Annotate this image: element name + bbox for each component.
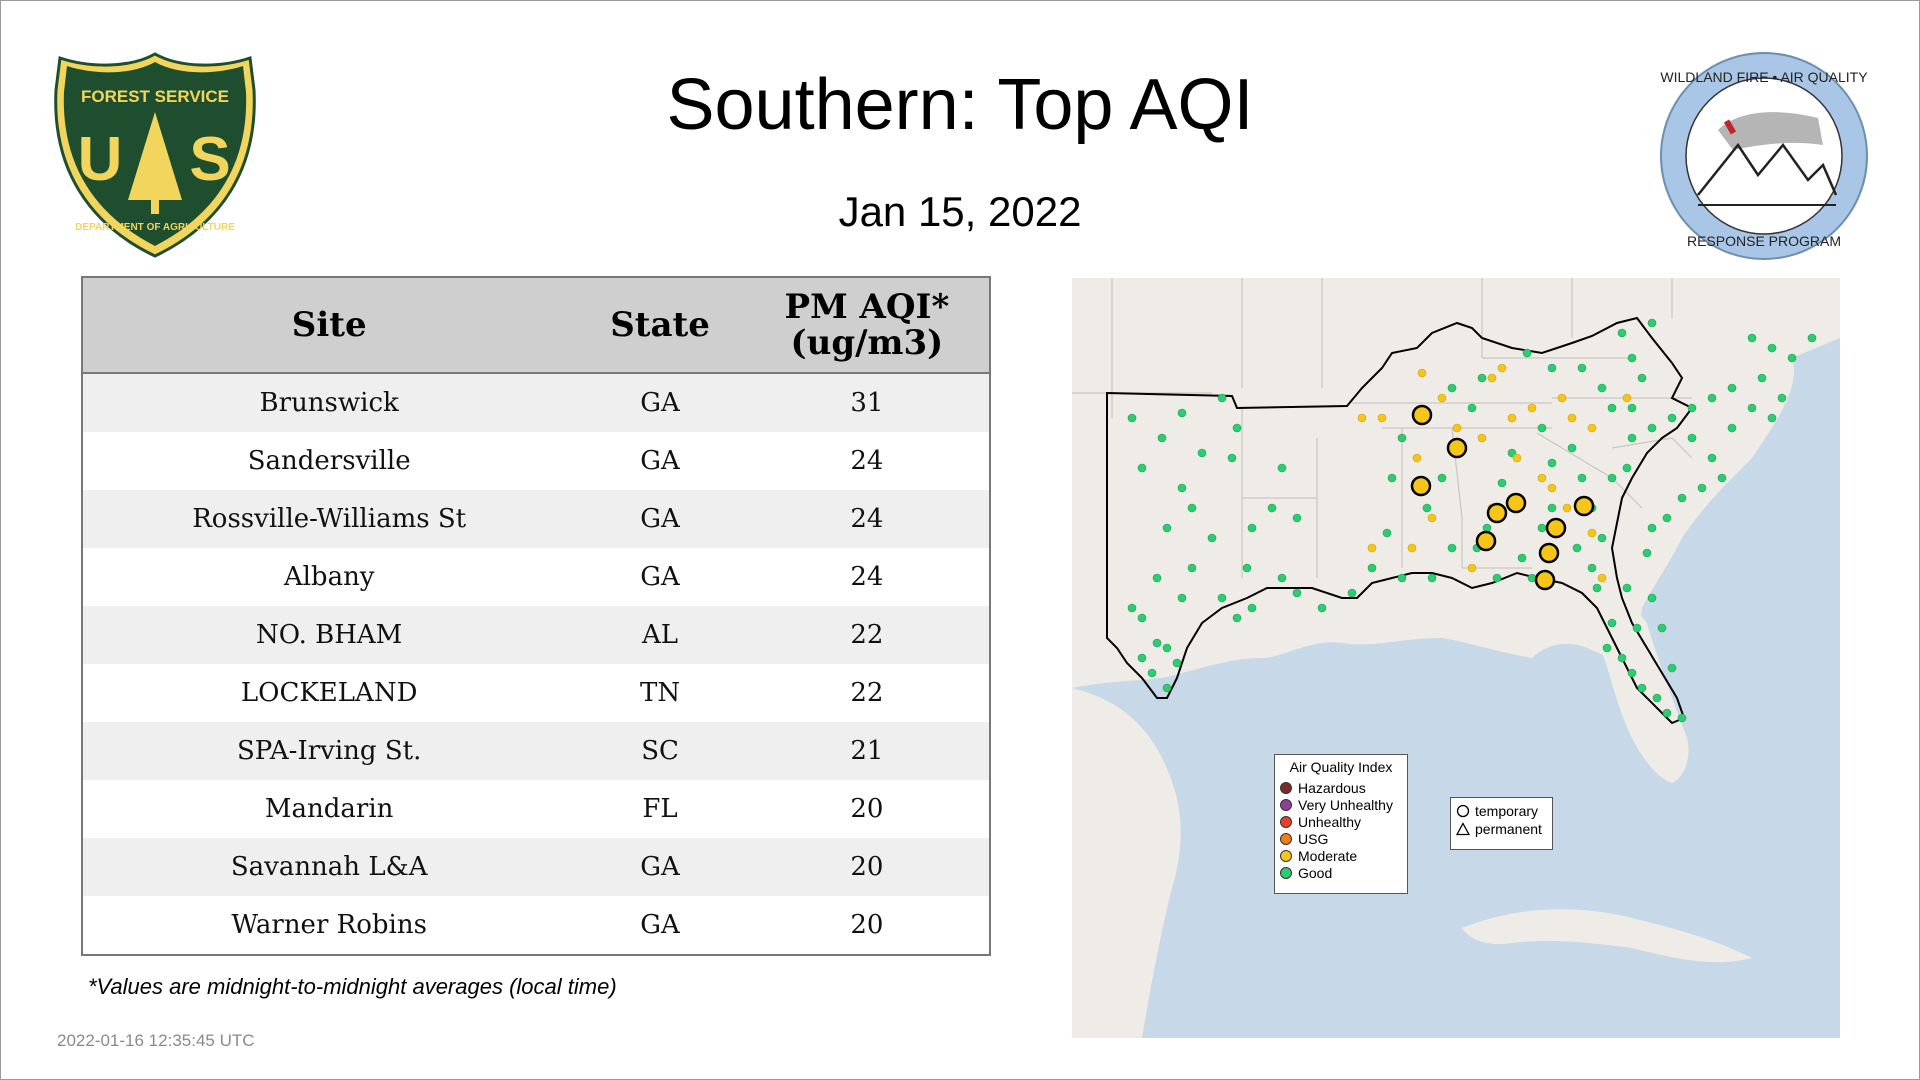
legend-title: Air Quality Index bbox=[1289, 759, 1393, 775]
value-cell: 22 bbox=[744, 664, 990, 722]
legend-label: permanent bbox=[1475, 821, 1542, 837]
unhealthy-swatch bbox=[1280, 815, 1292, 828]
forest-service-logo: FOREST SERVICE U S DEPARTMENT OF AGRICUL… bbox=[54, 52, 256, 258]
very-unhealthy-swatch bbox=[1280, 798, 1292, 811]
svg-text:WILDLAND FIRE • AIR QUALITY: WILDLAND FIRE • AIR QUALITY bbox=[1660, 69, 1868, 85]
legend-item-hazardous: Hazardous bbox=[1275, 779, 1407, 796]
state-cell: GA bbox=[575, 432, 745, 490]
site-cell: Albany bbox=[82, 548, 576, 606]
state-cell: SC bbox=[575, 722, 745, 780]
southern-region-outline bbox=[1106, 316, 1694, 725]
site-cell: Savannah L&A bbox=[82, 838, 576, 896]
generated-timestamp: 2022-01-16 12:35:45 UTC bbox=[57, 1031, 255, 1050]
value-cell: 20 bbox=[744, 780, 990, 838]
column-header-pm-aqi: PM AQI* (ug/m3) bbox=[744, 277, 990, 374]
site-cell: NO. BHAM bbox=[82, 606, 576, 664]
legend-label: Unhealthy bbox=[1298, 813, 1362, 830]
site-cell: LOCKELAND bbox=[82, 664, 576, 722]
value-cell: 24 bbox=[744, 490, 990, 548]
value-cell: 24 bbox=[744, 432, 990, 490]
state-cell: GA bbox=[575, 490, 745, 548]
circle-icon bbox=[1456, 804, 1470, 818]
value-cell: 31 bbox=[744, 373, 990, 432]
site-cell: Rossville-Williams St bbox=[82, 490, 576, 548]
moderate-sites bbox=[1357, 363, 1632, 583]
atlantic-water bbox=[1640, 338, 1840, 838]
table-row: Warner Robins GA 20 bbox=[82, 896, 990, 955]
aqi-map bbox=[1072, 278, 1840, 1038]
table-row: LOCKELAND TN 22 bbox=[82, 664, 990, 722]
table-row: Mandarin FL 20 bbox=[82, 780, 990, 838]
legend-label: Good bbox=[1298, 864, 1333, 881]
legend-label: USG bbox=[1298, 830, 1329, 847]
column-header-state: State bbox=[575, 277, 745, 374]
svg-text:RESPONSE PROGRAM: RESPONSE PROGRAM bbox=[1687, 233, 1841, 249]
legend-label: temporary bbox=[1475, 803, 1539, 819]
legend-item-very-unhealthy: Very Unhealthy bbox=[1275, 796, 1407, 813]
report-date: Jan 15, 2022 bbox=[838, 188, 1082, 235]
cuba-land bbox=[1462, 909, 1752, 963]
column-header-site: Site bbox=[82, 277, 576, 374]
legend-item-moderate: Moderate bbox=[1275, 847, 1407, 864]
svg-text:U: U bbox=[78, 125, 123, 194]
site-cell: SPA-Irving St. bbox=[82, 722, 576, 780]
legend-label: Very Unhealthy bbox=[1298, 796, 1393, 813]
svg-text:S: S bbox=[189, 125, 230, 194]
table-row: SPA-Irving St. SC 21 bbox=[82, 722, 990, 780]
site-cell: Warner Robins bbox=[82, 896, 576, 955]
value-cell: 20 bbox=[744, 896, 990, 955]
state-cell: GA bbox=[575, 373, 745, 432]
state-cell: TN bbox=[575, 664, 745, 722]
table-row: Albany GA 24 bbox=[82, 548, 990, 606]
pm-aqi-unit: (ug/m3) bbox=[790, 323, 944, 363]
table-header-row: Site State PM AQI* (ug/m3) bbox=[82, 277, 990, 374]
legend-item-unhealthy: Unhealthy bbox=[1275, 813, 1407, 830]
state-cell: AL bbox=[575, 606, 745, 664]
table-row: Rossville-Williams St GA 24 bbox=[82, 490, 990, 548]
footnote: *Values are midnight-to-midnight average… bbox=[88, 974, 617, 999]
state-cell: GA bbox=[575, 548, 745, 606]
state-cell: GA bbox=[575, 896, 745, 955]
table-row: Brunswick GA 31 bbox=[82, 373, 990, 432]
pm-aqi-label: PM AQI* bbox=[784, 287, 950, 327]
table-row: NO. BHAM AL 22 bbox=[82, 606, 990, 664]
value-cell: 20 bbox=[744, 838, 990, 896]
good-swatch bbox=[1280, 866, 1292, 879]
legend-label: Hazardous bbox=[1298, 779, 1366, 796]
state-cell: FL bbox=[575, 780, 745, 838]
legend-item-temporary: temporary bbox=[1451, 802, 1552, 820]
svg-text:DEPARTMENT OF AGRICULTURE: DEPARTMENT OF AGRICULTURE bbox=[75, 222, 235, 233]
aqi-legend: Air Quality Index Hazardous Very Unhealt… bbox=[1274, 754, 1408, 894]
site-cell: Sandersville bbox=[82, 432, 576, 490]
page-title: Southern: Top AQI bbox=[666, 65, 1254, 145]
state-cell: GA bbox=[575, 838, 745, 896]
triangle-icon bbox=[1456, 822, 1470, 836]
svg-text:FOREST SERVICE: FOREST SERVICE bbox=[81, 87, 229, 106]
table-row: Savannah L&A GA 20 bbox=[82, 838, 990, 896]
table-row: Sandersville GA 24 bbox=[82, 432, 990, 490]
legend-item-usg: USG bbox=[1275, 830, 1407, 847]
usg-swatch bbox=[1280, 832, 1292, 845]
top-aqi-sites bbox=[1410, 404, 1595, 591]
legend-item-permanent: permanent bbox=[1451, 820, 1552, 838]
site-type-legend: temporary permanent bbox=[1450, 797, 1553, 850]
value-cell: 24 bbox=[744, 548, 990, 606]
value-cell: 22 bbox=[744, 606, 990, 664]
legend-label: Moderate bbox=[1298, 847, 1358, 864]
value-cell: 21 bbox=[744, 722, 990, 780]
top-aqi-table: Site State PM AQI* (ug/m3) Brunswick GA 31… bbox=[81, 276, 991, 956]
site-cell: Brunswick bbox=[82, 373, 576, 432]
hazardous-swatch bbox=[1280, 781, 1292, 794]
wildland-fire-logo: WILDLAND FIRE • AIR QUALITY RESPONSE PRO… bbox=[1660, 52, 1868, 260]
site-cell: Mandarin bbox=[82, 780, 576, 838]
legend-item-good: Good bbox=[1275, 864, 1407, 881]
moderate-swatch bbox=[1280, 849, 1292, 862]
